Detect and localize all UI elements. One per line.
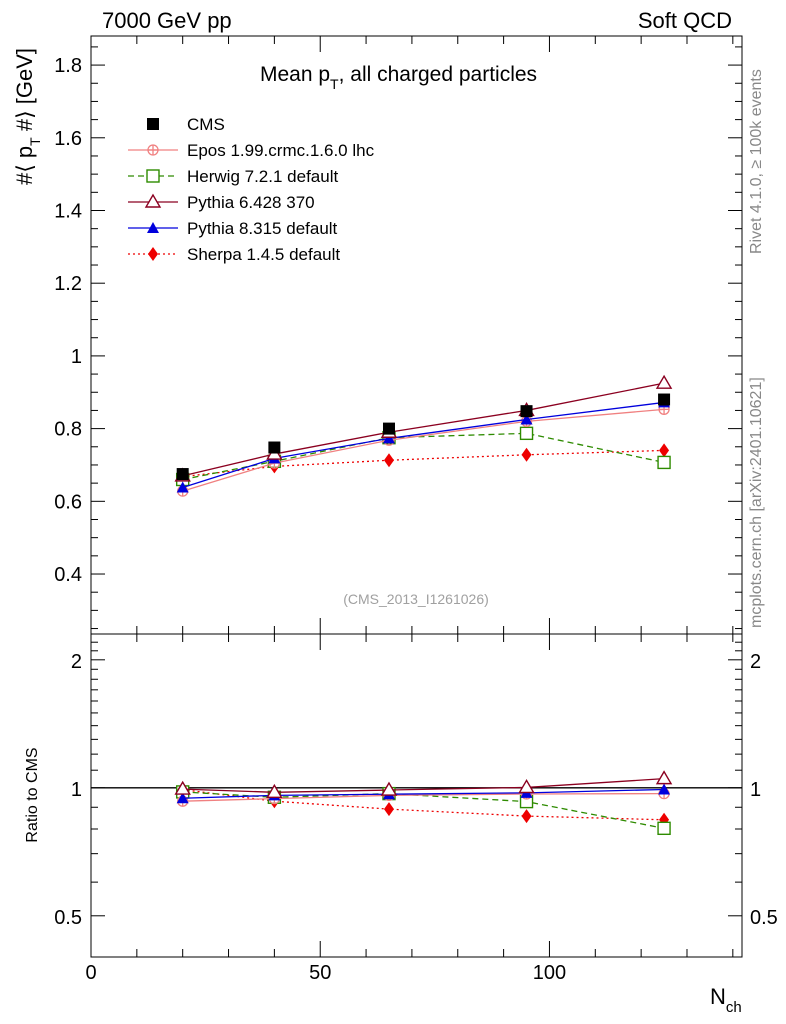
x-tick-label: 0: [85, 962, 96, 984]
y-tick-label: 1.4: [54, 200, 82, 222]
header-right: Soft QCD: [638, 8, 732, 33]
data-point-square-open: [657, 821, 671, 836]
x-tick-label: 100: [533, 962, 566, 984]
ratio-y-tick-label-right: 1: [750, 779, 761, 801]
legend: CMS Epos 1.99.crmc.1.6.0 lhc Herwig 7.2.1 …: [128, 115, 375, 264]
ratio-line-epos: [182, 792, 665, 802]
data-point-square-open: [657, 455, 671, 470]
data-point-diamond-filled: [521, 447, 532, 462]
ratio-y-axis-label: Ratio to CMS: [24, 747, 41, 842]
x-axis-label-main: N: [710, 984, 726, 1009]
legend-entry-pythia8: Pythia 8.315 default: [128, 219, 338, 238]
mcplots-label: mcplots.cern.ch [arXiv:2401.10621]: [748, 377, 765, 628]
data-point-square-open: [519, 426, 534, 441]
data-point-triangle-open: [144, 193, 162, 208]
main-title-subscript: T: [330, 76, 339, 92]
data-point-triangle-filled: [520, 413, 533, 425]
main-title: Mean pT, all charged particles: [260, 63, 537, 92]
y-tick-label: 0.8: [54, 419, 82, 441]
x-tick-label: 50: [309, 962, 331, 984]
data-point-plus-circle: [147, 144, 159, 156]
data-point-triangle-open: [518, 779, 535, 794]
data-point-triangle-open: [655, 770, 673, 785]
main-title-rest: , all charged particles: [339, 63, 537, 86]
data-point-square-filled: [176, 468, 189, 481]
data-point-triangle-filled: [147, 222, 159, 233]
legend-entry-epos: Epos 1.99.crmc.1.6.0 lhc: [128, 141, 375, 160]
legend-label: Epos 1.99.crmc.1.6.0 lhc: [187, 141, 375, 160]
main-series-pythia6: [174, 374, 673, 482]
main-series-epos: [177, 403, 670, 497]
y-tick-label: 0.6: [54, 491, 82, 513]
data-point-square-open: [146, 169, 160, 183]
legend-entry-pythia6: Pythia 6.428 370: [128, 193, 315, 212]
legend-entry-cms: CMS: [147, 115, 225, 134]
data-point-square-filled: [382, 422, 395, 435]
data-point-square-filled: [268, 441, 281, 454]
legend-label: CMS: [187, 115, 225, 134]
data-point-diamond-filled: [148, 247, 158, 261]
y-tick-label: 1.8: [54, 55, 82, 77]
main-series-sherpa: [177, 443, 670, 484]
data-point-diamond-filled: [659, 443, 670, 458]
main-line-herwig: [182, 432, 665, 481]
ratio-y-tick-label-left: 2: [71, 651, 82, 673]
ratio-line-pythia6: [182, 777, 665, 793]
legend-label: Sherpa 1.4.5 default: [187, 245, 340, 264]
main-title-text: Mean p: [260, 63, 330, 86]
data-point-triangle-open: [655, 374, 673, 389]
main-series-layer: [174, 374, 673, 497]
main-y-axis-label: #⟨ pT #⟩ [GeV]: [12, 48, 43, 185]
data-point-square-filled: [147, 118, 159, 130]
ratio-y-tick-label-left: 1: [71, 779, 82, 801]
main-y-axis-label-post: #⟩ [GeV]: [12, 48, 37, 137]
rivet-label: Rivet 4.1.0, ≥ 100k events: [748, 69, 765, 254]
ratio-plot-frame: [90, 633, 743, 958]
y-tick-label: 0.4: [54, 564, 82, 586]
ratio-y-tick-label-right: 0.5: [750, 907, 778, 929]
data-point-triangle-filled: [176, 792, 189, 804]
y-tick-label: 1.6: [54, 128, 82, 150]
y-tick-label: 1.2: [54, 273, 82, 295]
ratio-y-tick-label-right: 2: [750, 651, 761, 673]
ratio-line-sherpa: [182, 789, 665, 821]
ratio-y-tick-label-left: 0.5: [54, 907, 82, 929]
main-series-cms: [176, 393, 671, 481]
data-point-square-filled: [658, 393, 671, 406]
y-tick-label: 1: [71, 346, 82, 368]
header-left: 7000 GeV pp: [102, 8, 232, 33]
legend-entry-herwig: Herwig 7.2.1 default: [128, 167, 338, 186]
main-line-epos: [182, 408, 665, 492]
x-axis-label-sub: ch: [726, 999, 742, 1016]
data-point-triangle-open: [174, 780, 191, 795]
x-axis-label: Nch: [710, 984, 742, 1016]
data-point-triangle-open: [266, 783, 283, 798]
data-point-triangle-filled: [176, 481, 189, 493]
data-point-triangle-open: [380, 781, 398, 796]
main-y-axis-label-pre: #⟨ p: [12, 146, 37, 185]
data-point-square-filled: [520, 405, 533, 418]
ratio-axis-ticks: 0.5 0.5 1 1 2 2 0 50 100: [54, 634, 778, 984]
analysis-watermark: (CMS_2013_I1261026): [343, 591, 489, 607]
ratio-series-layer: [174, 770, 673, 836]
ratio-line-herwig: [182, 791, 665, 829]
main-line-pythia6: [182, 382, 665, 477]
legend-label: Pythia 8.315 default: [187, 219, 338, 238]
data-point-diamond-filled: [521, 809, 532, 824]
legend-label: Pythia 6.428 370: [187, 193, 315, 212]
main-series-pythia8: [176, 396, 671, 493]
legend-label: Herwig 7.2.1 default: [187, 167, 338, 186]
ratio-series-pythia6: [174, 770, 673, 798]
data-point-diamond-filled: [383, 802, 394, 817]
data-point-diamond-filled: [383, 453, 394, 468]
main-axis-ticks: 0.4 0.6 0.8 1 1.2 1.4 1.6 1.8: [54, 36, 742, 634]
main-line-sherpa: [182, 449, 665, 478]
main-y-axis-label-sub: T: [27, 137, 43, 146]
legend-entry-sherpa: Sherpa 1.4.5 default: [128, 245, 340, 264]
data-point-triangle-filled: [658, 783, 671, 795]
